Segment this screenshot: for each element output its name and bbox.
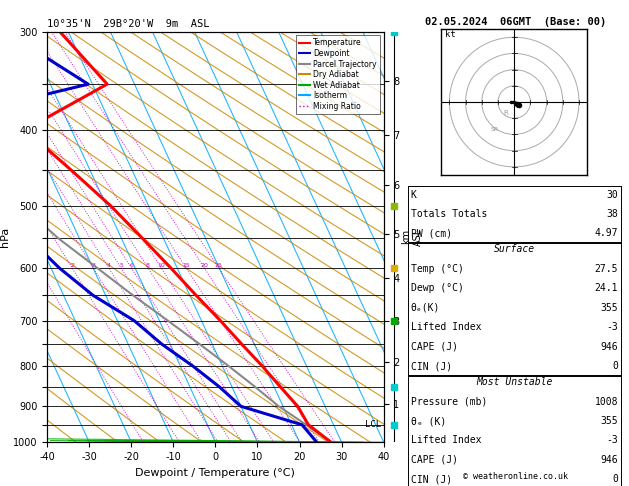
Text: Dewp (°C): Dewp (°C) — [411, 283, 464, 294]
Text: SR: SR — [491, 127, 499, 132]
Text: 0: 0 — [613, 474, 618, 485]
Text: Surface: Surface — [494, 244, 535, 255]
Text: 946: 946 — [601, 455, 618, 465]
Text: 3: 3 — [91, 263, 95, 268]
Text: -3: -3 — [606, 435, 618, 446]
Text: © weatheronline.co.uk: © weatheronline.co.uk — [464, 472, 568, 481]
Y-axis label: hPa: hPa — [0, 227, 10, 247]
Text: CAPE (J): CAPE (J) — [411, 455, 458, 465]
Text: 20: 20 — [201, 263, 208, 268]
Text: Most Unstable: Most Unstable — [476, 377, 553, 387]
Text: 355: 355 — [601, 416, 618, 426]
Text: CAPE (J): CAPE (J) — [411, 342, 458, 352]
Text: 15: 15 — [182, 263, 190, 268]
Text: 38: 38 — [606, 209, 618, 219]
Text: θₑ (K): θₑ (K) — [411, 416, 446, 426]
Text: 10: 10 — [157, 263, 165, 268]
Text: Totals Totals: Totals Totals — [411, 209, 487, 219]
Text: 1008: 1008 — [595, 397, 618, 407]
Text: Lifted Index: Lifted Index — [411, 435, 481, 446]
Text: -3: -3 — [606, 322, 618, 332]
Text: 10°35'N  29B°20'W  9m  ASL: 10°35'N 29B°20'W 9m ASL — [47, 19, 209, 30]
Y-axis label: km
ASL: km ASL — [401, 228, 423, 246]
Text: 4.97: 4.97 — [595, 228, 618, 239]
Text: CIN (J): CIN (J) — [411, 361, 452, 371]
Text: 4: 4 — [107, 263, 111, 268]
Text: K: K — [411, 190, 416, 200]
Text: Pressure (mb): Pressure (mb) — [411, 397, 487, 407]
Text: Lifted Index: Lifted Index — [411, 322, 481, 332]
Text: 8: 8 — [146, 263, 150, 268]
Text: 02.05.2024  06GMT  (Base: 00): 02.05.2024 06GMT (Base: 00) — [425, 17, 606, 27]
Text: 25: 25 — [214, 263, 223, 268]
Text: 946: 946 — [601, 342, 618, 352]
Text: 355: 355 — [601, 303, 618, 313]
Text: 5: 5 — [119, 263, 123, 268]
Text: θₑ(K): θₑ(K) — [411, 303, 440, 313]
Text: 2: 2 — [70, 263, 74, 268]
Text: 6: 6 — [130, 263, 133, 268]
Text: CIN (J): CIN (J) — [411, 474, 452, 485]
Text: R: R — [504, 110, 508, 116]
Text: Temp (°C): Temp (°C) — [411, 264, 464, 274]
Text: 27.5: 27.5 — [595, 264, 618, 274]
Text: 0: 0 — [613, 361, 618, 371]
Text: kt: kt — [445, 30, 455, 39]
Text: LCL: LCL — [365, 420, 382, 429]
Text: 30: 30 — [606, 190, 618, 200]
Text: PW (cm): PW (cm) — [411, 228, 452, 239]
X-axis label: Dewpoint / Temperature (°C): Dewpoint / Temperature (°C) — [135, 468, 296, 478]
Text: 24.1: 24.1 — [595, 283, 618, 294]
Legend: Temperature, Dewpoint, Parcel Trajectory, Dry Adiabat, Wet Adiabat, Isotherm, Mi: Temperature, Dewpoint, Parcel Trajectory… — [296, 35, 380, 114]
